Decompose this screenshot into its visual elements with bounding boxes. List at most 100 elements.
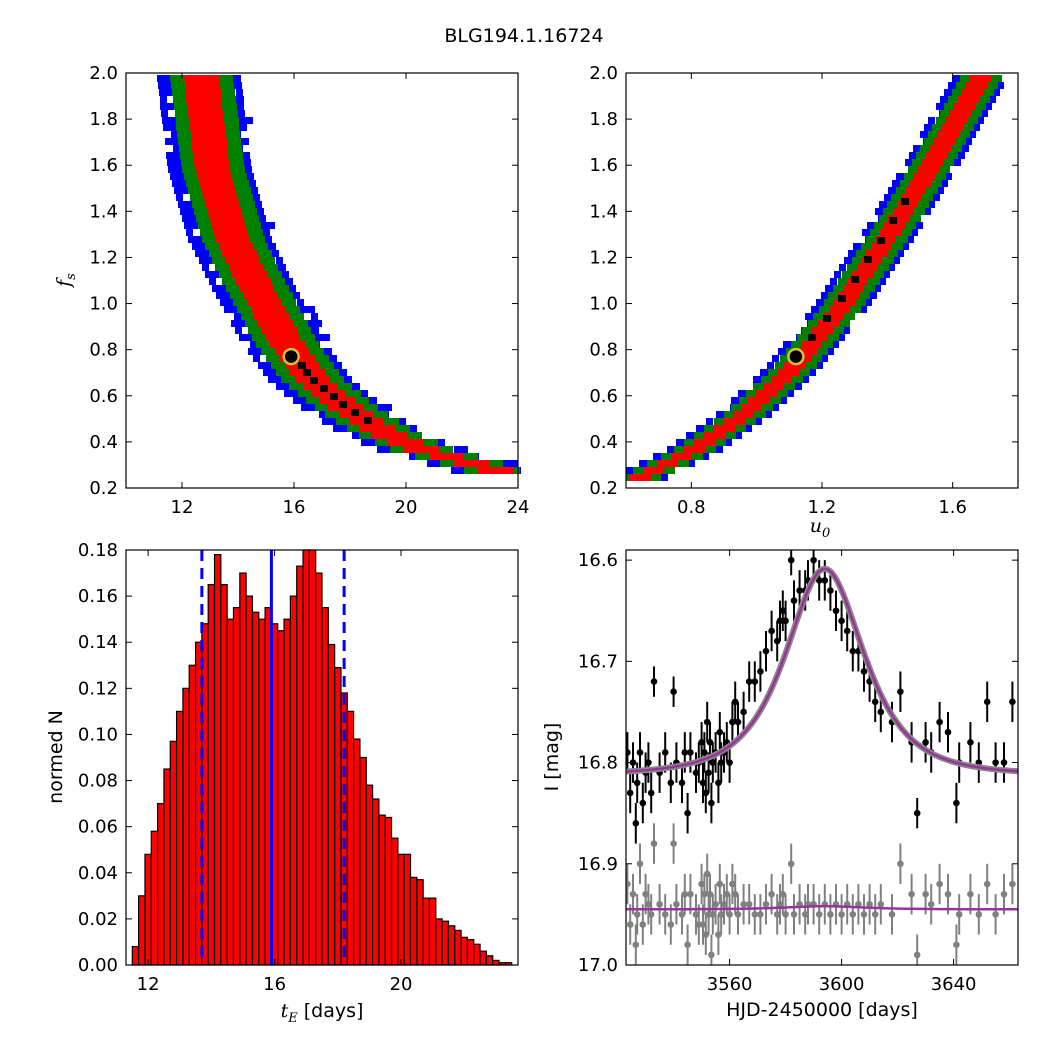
posterior-cell xyxy=(859,271,866,278)
posterior-cell xyxy=(791,362,798,369)
posterior-cell xyxy=(977,75,984,82)
posterior-cell xyxy=(224,110,231,117)
posterior-cell xyxy=(504,460,511,467)
posterior-cell xyxy=(308,334,315,341)
data-point xyxy=(645,900,652,908)
posterior-cell xyxy=(271,362,278,369)
data-point xyxy=(661,749,669,756)
y-tick-label: 0.18 xyxy=(78,540,118,561)
posterior-cell xyxy=(960,75,967,82)
posterior-cell xyxy=(489,460,496,467)
posterior-cell xyxy=(883,208,890,215)
data-point xyxy=(953,941,960,949)
posterior-cell xyxy=(247,222,254,229)
best-cell xyxy=(351,409,359,416)
posterior-cell xyxy=(173,145,180,152)
posterior-cell xyxy=(653,453,660,460)
posterior-cell xyxy=(263,229,270,236)
posterior-cell xyxy=(802,376,809,383)
posterior-cell xyxy=(989,96,996,103)
histogram-bar xyxy=(239,572,247,966)
best-cell xyxy=(339,401,347,408)
posterior-cell xyxy=(870,292,877,299)
histogram-bar xyxy=(334,666,342,966)
posterior-cell xyxy=(245,215,252,222)
posterior-cell xyxy=(192,138,199,145)
posterior-cell xyxy=(220,138,227,145)
posterior-cell xyxy=(279,306,286,313)
posterior-cell xyxy=(286,334,293,341)
posterior-cell xyxy=(716,446,723,453)
photometry-points xyxy=(626,550,1016,844)
posterior-cell xyxy=(657,460,664,467)
histogram-bar xyxy=(226,618,235,966)
posterior-cell xyxy=(220,145,227,152)
posterior-cell xyxy=(212,201,219,208)
histogram-bar xyxy=(188,664,197,966)
data-point xyxy=(779,607,787,615)
posterior-cell xyxy=(329,418,336,425)
posterior-cell xyxy=(829,306,836,313)
data-point xyxy=(796,587,803,594)
posterior-cell xyxy=(192,82,199,89)
posterior-cell xyxy=(320,362,327,369)
posterior-cell xyxy=(704,425,711,432)
posterior-cell xyxy=(874,285,881,292)
posterior-cell xyxy=(422,453,429,460)
posterior-cell xyxy=(856,292,863,299)
posterior-cell xyxy=(301,355,308,362)
posterior-cell xyxy=(803,362,810,369)
posterior-cell xyxy=(884,250,891,257)
posterior-cell xyxy=(296,348,303,355)
posterior-cell xyxy=(853,243,860,250)
y-axis-label: I [mag] xyxy=(541,723,563,792)
posterior-cell xyxy=(630,474,637,481)
posterior-cell xyxy=(952,75,959,82)
data-point xyxy=(762,647,770,655)
posterior-cell xyxy=(261,222,268,229)
posterior-cell xyxy=(250,250,257,257)
posterior-cell xyxy=(813,313,820,320)
posterior-cell xyxy=(210,194,217,201)
posterior-cell xyxy=(984,82,991,89)
data-point xyxy=(983,880,991,888)
posterior-cell xyxy=(165,82,172,89)
posterior-cell xyxy=(187,103,194,110)
data-point xyxy=(626,921,634,928)
posterior-cell xyxy=(811,306,818,313)
posterior-cell xyxy=(227,180,234,187)
data-point xyxy=(779,890,787,898)
data-point xyxy=(838,617,845,625)
posterior-cell xyxy=(206,138,213,145)
posterior-cell xyxy=(461,460,468,467)
data-point xyxy=(913,951,921,959)
posterior-cell xyxy=(184,222,191,229)
data-point xyxy=(701,890,708,898)
posterior-cell xyxy=(991,82,998,89)
posterior-cell xyxy=(285,362,292,369)
histogram-bar xyxy=(182,687,190,966)
posterior-cell xyxy=(760,369,767,376)
posterior-cell xyxy=(929,159,936,166)
posterior-cell xyxy=(725,439,732,446)
posterior-cell xyxy=(735,432,742,439)
posterior-cell xyxy=(196,117,203,124)
y-tick-label: 1.6 xyxy=(589,155,618,176)
posterior-cell xyxy=(199,257,206,264)
histogram-bar xyxy=(473,943,481,966)
x-tick-label: 20 xyxy=(395,497,418,518)
posterior-cell xyxy=(289,383,296,390)
posterior-cell xyxy=(216,166,223,173)
posterior-cell xyxy=(349,418,356,425)
data-point xyxy=(855,900,862,908)
posterior-cell xyxy=(241,229,248,236)
posterior-cell xyxy=(832,334,839,341)
posterior-cell xyxy=(688,460,695,467)
x-tick-label: 1.6 xyxy=(938,497,967,518)
posterior-cell xyxy=(862,229,869,236)
residual-points xyxy=(626,823,1016,965)
posterior-cell xyxy=(948,96,955,103)
posterior-cell xyxy=(317,348,324,355)
posterior-cell xyxy=(908,166,915,173)
posterior-cell xyxy=(701,439,708,446)
